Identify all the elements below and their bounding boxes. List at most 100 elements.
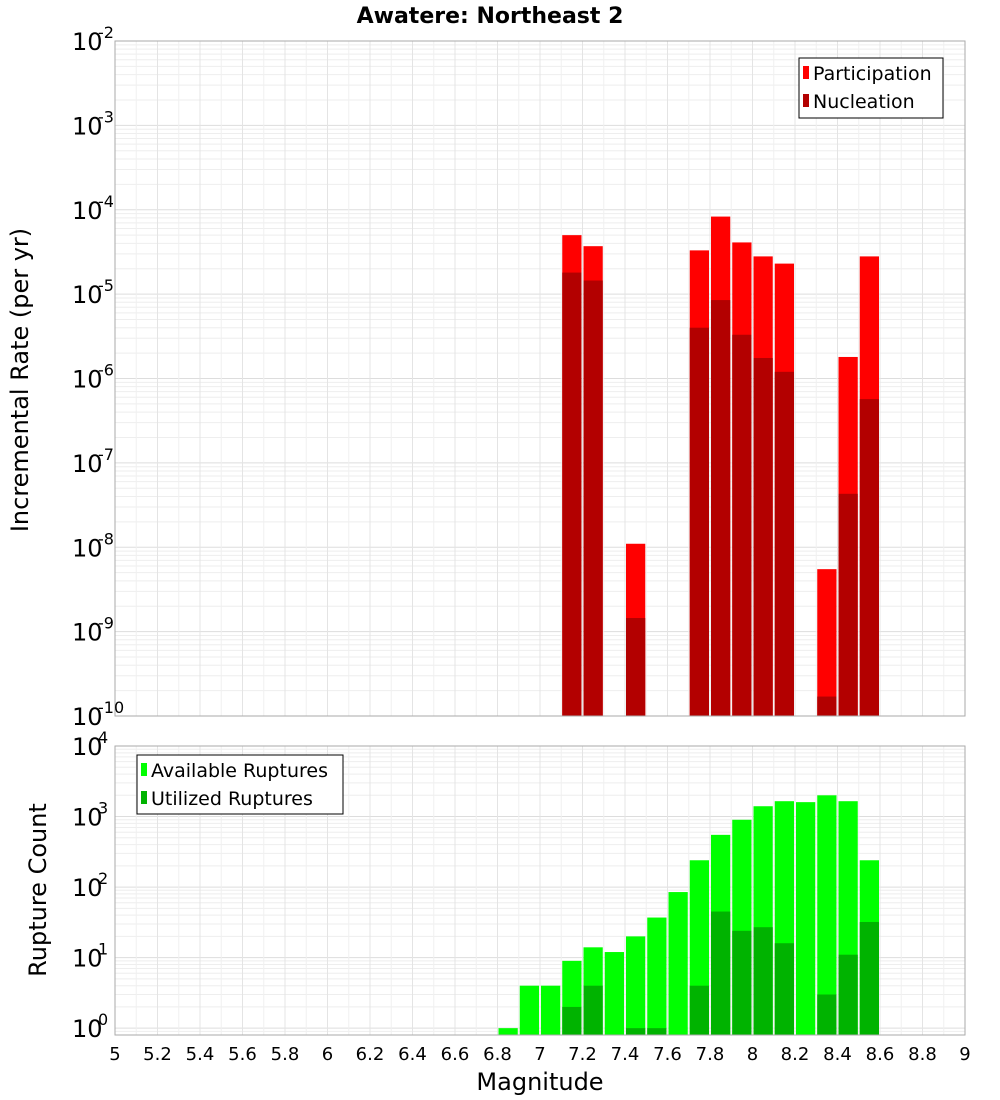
y-tick-exponent: -6 (98, 361, 114, 380)
y-tick-label: 10 (72, 804, 103, 832)
y-tick-label: 10 (72, 197, 103, 225)
bar-utilized-ruptures (817, 994, 837, 1035)
x-tick-label: 9 (959, 1044, 970, 1065)
x-tick-label: 7.6 (653, 1044, 682, 1065)
count-legend: Available Ruptures Utilized Ruptures (136, 754, 344, 815)
x-tick-label: 6 (322, 1044, 333, 1065)
x-tick-label: 6.2 (356, 1044, 385, 1065)
y-tick-label: 10 (72, 733, 103, 761)
bar-available-ruptures (668, 892, 688, 1035)
x-tick-label: 6.8 (483, 1044, 512, 1065)
x-tick-label: 7.4 (611, 1044, 640, 1065)
bar-available-ruptures (498, 1028, 518, 1035)
bar-available-ruptures (604, 952, 624, 1035)
bar-nucleation (562, 272, 582, 716)
x-tick-label: 7.8 (696, 1044, 725, 1065)
legend-swatch-utilized (141, 791, 147, 804)
rate-bars (562, 216, 879, 717)
legend-swatch-participation (803, 66, 809, 79)
bar-utilized-ruptures (626, 1028, 646, 1035)
bar-nucleation (626, 618, 646, 716)
count-legend-box (136, 754, 344, 815)
rate-legend: Participation Nucleation (798, 57, 944, 119)
bar-utilized-ruptures (753, 927, 773, 1035)
x-tick-label: 8 (747, 1044, 758, 1065)
bar-utilized-ruptures (774, 943, 794, 1035)
bar-utilized-ruptures (689, 985, 709, 1035)
bar-utilized-ruptures (838, 954, 858, 1035)
chart-title: Awatere: Northeast 2 (357, 4, 624, 29)
legend-label-available: Available Ruptures (151, 760, 328, 782)
bar-utilized-ruptures (732, 930, 752, 1035)
legend-label-nucleation: Nucleation (813, 91, 915, 113)
rate-y-axis-title: Incremental Rate (per yr) (6, 228, 34, 532)
x-tick-label: 5.8 (271, 1044, 300, 1065)
count-y-axis-title: Rupture Count (24, 803, 52, 977)
legend-swatch-available (141, 763, 147, 776)
legend-label-participation: Participation (813, 63, 932, 85)
y-tick-exponent: -7 (98, 445, 114, 464)
y-tick-exponent: 3 (98, 799, 108, 818)
bar-available-ruptures (541, 985, 561, 1035)
x-tick-label: 5.2 (143, 1044, 172, 1065)
x-tick-label: 5 (109, 1044, 120, 1065)
x-tick-label: 5.6 (228, 1044, 257, 1065)
bar-nucleation (583, 280, 603, 716)
y-tick-exponent: 0 (98, 1010, 108, 1029)
x-tick-label: 5.4 (186, 1044, 215, 1065)
bar-utilized-ruptures (859, 921, 879, 1035)
y-tick-exponent: 1 (98, 940, 108, 959)
bar-utilized-ruptures (711, 911, 731, 1035)
bar-utilized-ruptures (562, 1006, 582, 1035)
x-tick-label: 7.2 (568, 1044, 597, 1065)
bar-participation (817, 569, 837, 716)
bar-nucleation (732, 334, 752, 716)
count-plot-border (114, 745, 966, 1036)
y-tick-label: 10 (72, 945, 103, 973)
x-tick-label: 6.4 (398, 1044, 427, 1065)
bar-nucleation (838, 493, 858, 716)
x-axis-title: Magnitude (476, 1068, 603, 1096)
bar-available-ruptures (519, 985, 539, 1035)
rate-legend-box (798, 57, 944, 119)
y-tick-exponent: -9 (98, 614, 114, 633)
bar-available-ruptures (796, 802, 816, 1035)
y-tick-label: 10 (72, 619, 103, 647)
x-tick-label: 8.6 (866, 1044, 895, 1065)
y-tick-exponent: -5 (98, 276, 114, 295)
legend-label-utilized: Utilized Ruptures (151, 788, 313, 810)
legend-swatch-nucleation (803, 94, 809, 107)
y-tick-label: 10 (72, 112, 103, 140)
count-bars (498, 795, 879, 1035)
y-tick-exponent: 4 (98, 728, 108, 747)
bar-nucleation (711, 300, 731, 716)
y-tick-exponent: 2 (98, 869, 108, 888)
y-tick-label: 10 (72, 1015, 103, 1043)
rate-plot-border (114, 40, 966, 717)
y-tick-exponent: -3 (98, 107, 114, 126)
bar-available-ruptures (647, 917, 667, 1035)
rate-grid (114, 40, 966, 717)
bar-nucleation (817, 696, 837, 716)
y-tick-exponent: -4 (98, 192, 114, 211)
y-tick-exponent: -10 (98, 698, 124, 717)
x-tick-labels: 5 5.2 5.4 5.6 5.8 6 6.2 6.4 6.6 6.8 7 7.2 7.4 7.6 7.8 8… (109, 1044, 970, 1065)
bar-nucleation (689, 327, 709, 716)
y-tick-exponent: -8 (98, 529, 114, 548)
bar-utilized-ruptures (647, 1028, 667, 1035)
bar-nucleation (753, 357, 773, 716)
y-tick-label: 10 (72, 534, 103, 562)
y-tick-label: 10 (72, 366, 103, 394)
x-tick-label: 8.2 (781, 1044, 810, 1065)
x-tick-label: 6.6 (441, 1044, 470, 1065)
bar-nucleation (774, 371, 794, 716)
x-tick-label: 8.8 (908, 1044, 937, 1065)
y-tick-exponent: -2 (98, 23, 114, 42)
bar-nucleation (859, 399, 879, 716)
y-tick-label: 10 (72, 874, 103, 902)
